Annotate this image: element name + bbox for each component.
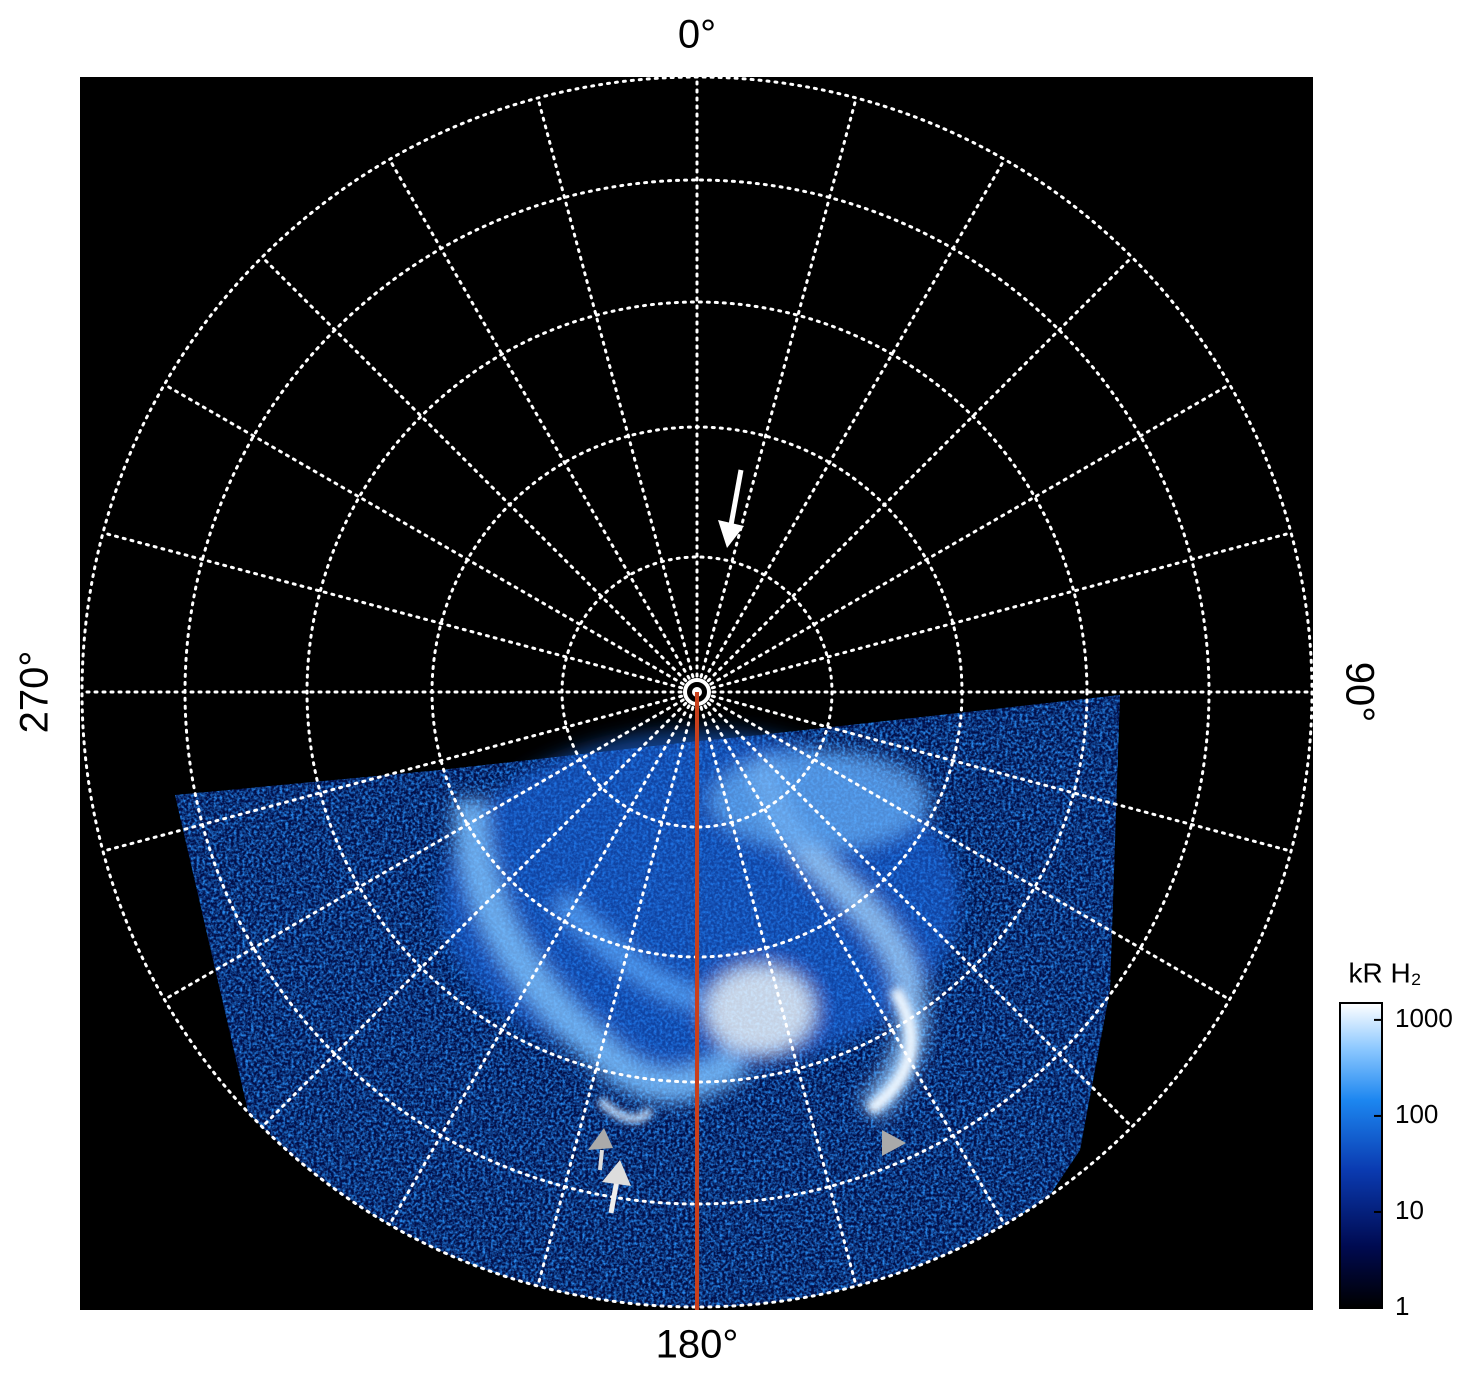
meridian [709, 698, 1232, 1001]
theta-tick-label: 0° [678, 13, 716, 57]
meridian [162, 698, 685, 1001]
meridian [706, 701, 1134, 1129]
arrow-head [602, 1160, 631, 1186]
colorbar-tick-label: 100 [1395, 1099, 1438, 1129]
colorbar-tick-label: 1 [1395, 1291, 1409, 1321]
theta-tick-label: 90° [1337, 662, 1381, 723]
meridian [101, 694, 684, 853]
aurora-image [80, 77, 1313, 1310]
meridian [536, 705, 695, 1288]
meridian [536, 96, 695, 679]
meridian [388, 157, 691, 680]
arrow [728, 469, 744, 526]
meridian [706, 255, 1134, 683]
colorbar-title: kR H₂ [1348, 957, 1421, 988]
arrow [598, 1149, 604, 1171]
meridian [260, 701, 688, 1129]
arrow-head [882, 1130, 906, 1156]
meridian [703, 157, 1006, 680]
meridian [388, 704, 691, 1227]
colorbar [1339, 1002, 1383, 1309]
meridian [260, 255, 688, 683]
theta-tick-label: 270° [13, 651, 57, 734]
arrows [588, 469, 906, 1214]
meridian [699, 96, 858, 679]
meridian [699, 705, 858, 1288]
meridian [101, 531, 684, 690]
arrow-head [718, 520, 744, 548]
latitude-circle [80, 77, 1313, 1309]
meridian [710, 531, 1293, 690]
meridian [703, 704, 1006, 1227]
meridian [162, 383, 685, 686]
colorbar-tick-label: 1000 [1395, 1003, 1453, 1033]
meridian [709, 383, 1232, 686]
meridian [710, 694, 1293, 853]
arrow-head [588, 1128, 613, 1150]
arrow [608, 1179, 620, 1214]
latitude-circle [305, 300, 1089, 1084]
theta-tick-label: 180° [656, 1323, 739, 1367]
colorbar-tick-label: 10 [1395, 1195, 1424, 1225]
